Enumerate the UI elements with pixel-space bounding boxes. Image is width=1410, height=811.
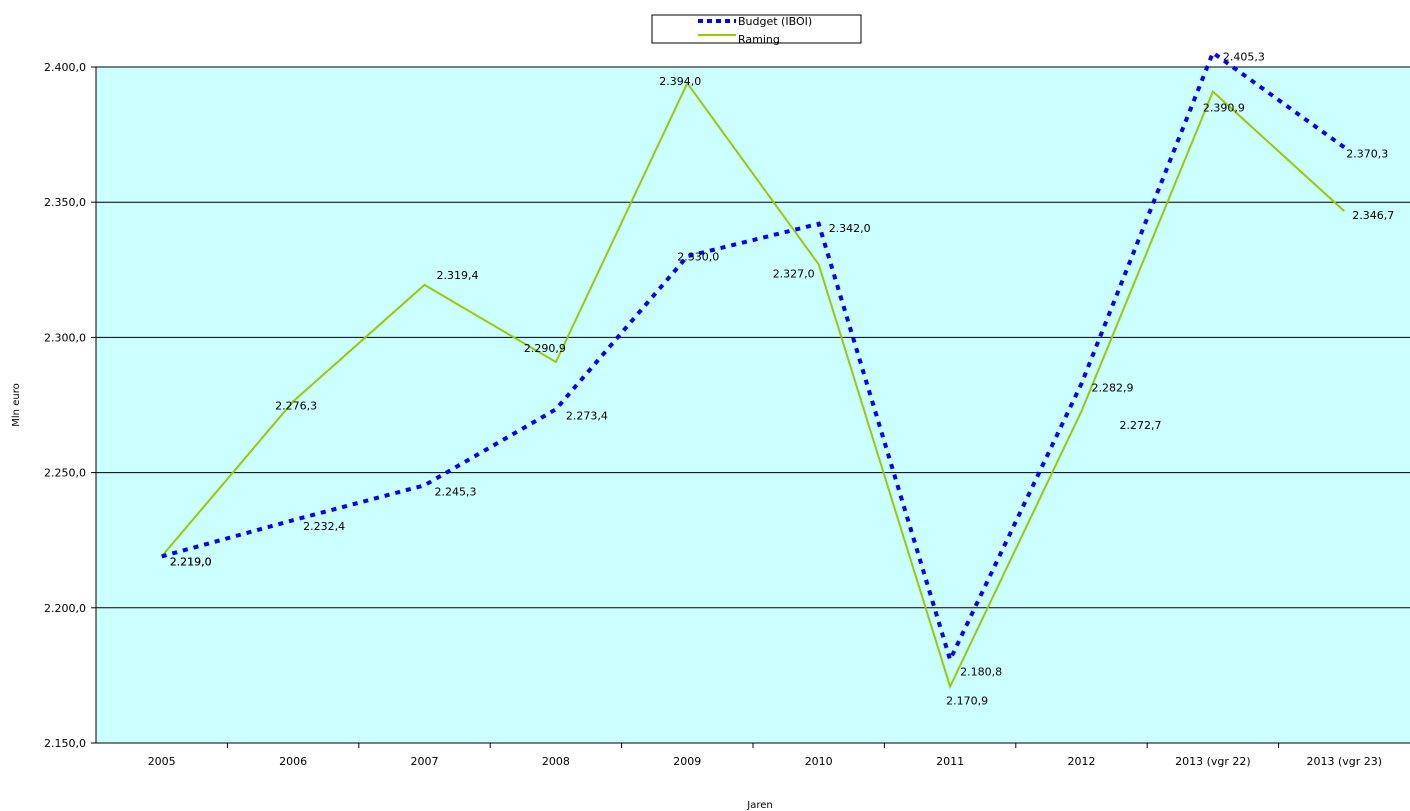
legend-label-budget: Budget (IBOI) [738, 15, 812, 28]
data-label-raming: 2.346,7 [1352, 209, 1394, 222]
data-label-budget: 2.342,0 [829, 222, 871, 235]
x-tick-label: 2006 [279, 755, 307, 768]
y-axis-title: Mln euro [11, 383, 22, 426]
x-tick-label: 2013 (vgr 23) [1307, 755, 1383, 768]
data-label-raming: 2.290,9 [524, 342, 566, 355]
data-label-budget: 2.330,0 [677, 250, 719, 263]
x-tick-label: 2010 [805, 755, 833, 768]
data-label-raming: 2.276,3 [275, 399, 317, 412]
data-label-budget: 2.180,8 [960, 666, 1002, 679]
y-tick-label: 2.300,0 [44, 331, 86, 344]
data-label-raming: 2.327,0 [773, 267, 815, 280]
x-tick-label: 2008 [542, 755, 570, 768]
data-label-budget: 2.370,3 [1346, 147, 1388, 160]
series-line-budget [161, 49, 1346, 666]
x-axis-title: Jaren [746, 800, 772, 811]
data-label-raming: 2.319,4 [437, 269, 479, 282]
plot-area [96, 67, 1410, 743]
data-label-budget: 2.282,9 [1092, 382, 1134, 395]
data-label-raming: 2.390,9 [1203, 102, 1245, 115]
legend-box [651, 14, 862, 44]
x-tick-label: 2009 [673, 755, 701, 768]
x-tick-label: 2013 (vgr 22) [1175, 755, 1251, 768]
x-tick-label: 2011 [936, 755, 964, 768]
data-label-raming: 2.394,0 [659, 75, 701, 88]
legend: Budget (IBOI) Raming [651, 14, 862, 46]
data-label-raming: 2.219,0 [170, 555, 212, 568]
y-tick-label: 2.250,0 [44, 467, 86, 480]
data-label-budget: 2.273,4 [566, 409, 608, 422]
data-label-budget: 2.232,4 [303, 520, 345, 533]
data-label-raming: 2.170,9 [946, 694, 988, 707]
y-tick-label: 2.350,0 [44, 196, 86, 209]
data-label-budget: 2.405,3 [1223, 51, 1265, 64]
y-tick-label: 2.200,0 [44, 602, 86, 615]
data-label-raming: 2.272,7 [1120, 419, 1162, 432]
y-tick-label: 2.150,0 [44, 737, 86, 750]
data-label-budget: 2.219,0 [170, 555, 212, 568]
series-line-raming [160, 81, 1345, 690]
x-tick-label: 2012 [1068, 755, 1096, 768]
legend-label-raming: Raming [738, 33, 780, 46]
x-tick-label: 2007 [411, 755, 439, 768]
data-label-budget: 2.245,3 [435, 485, 477, 498]
x-tick-label: 2005 [148, 755, 176, 768]
y-tick-label: 2.400,0 [44, 61, 86, 74]
